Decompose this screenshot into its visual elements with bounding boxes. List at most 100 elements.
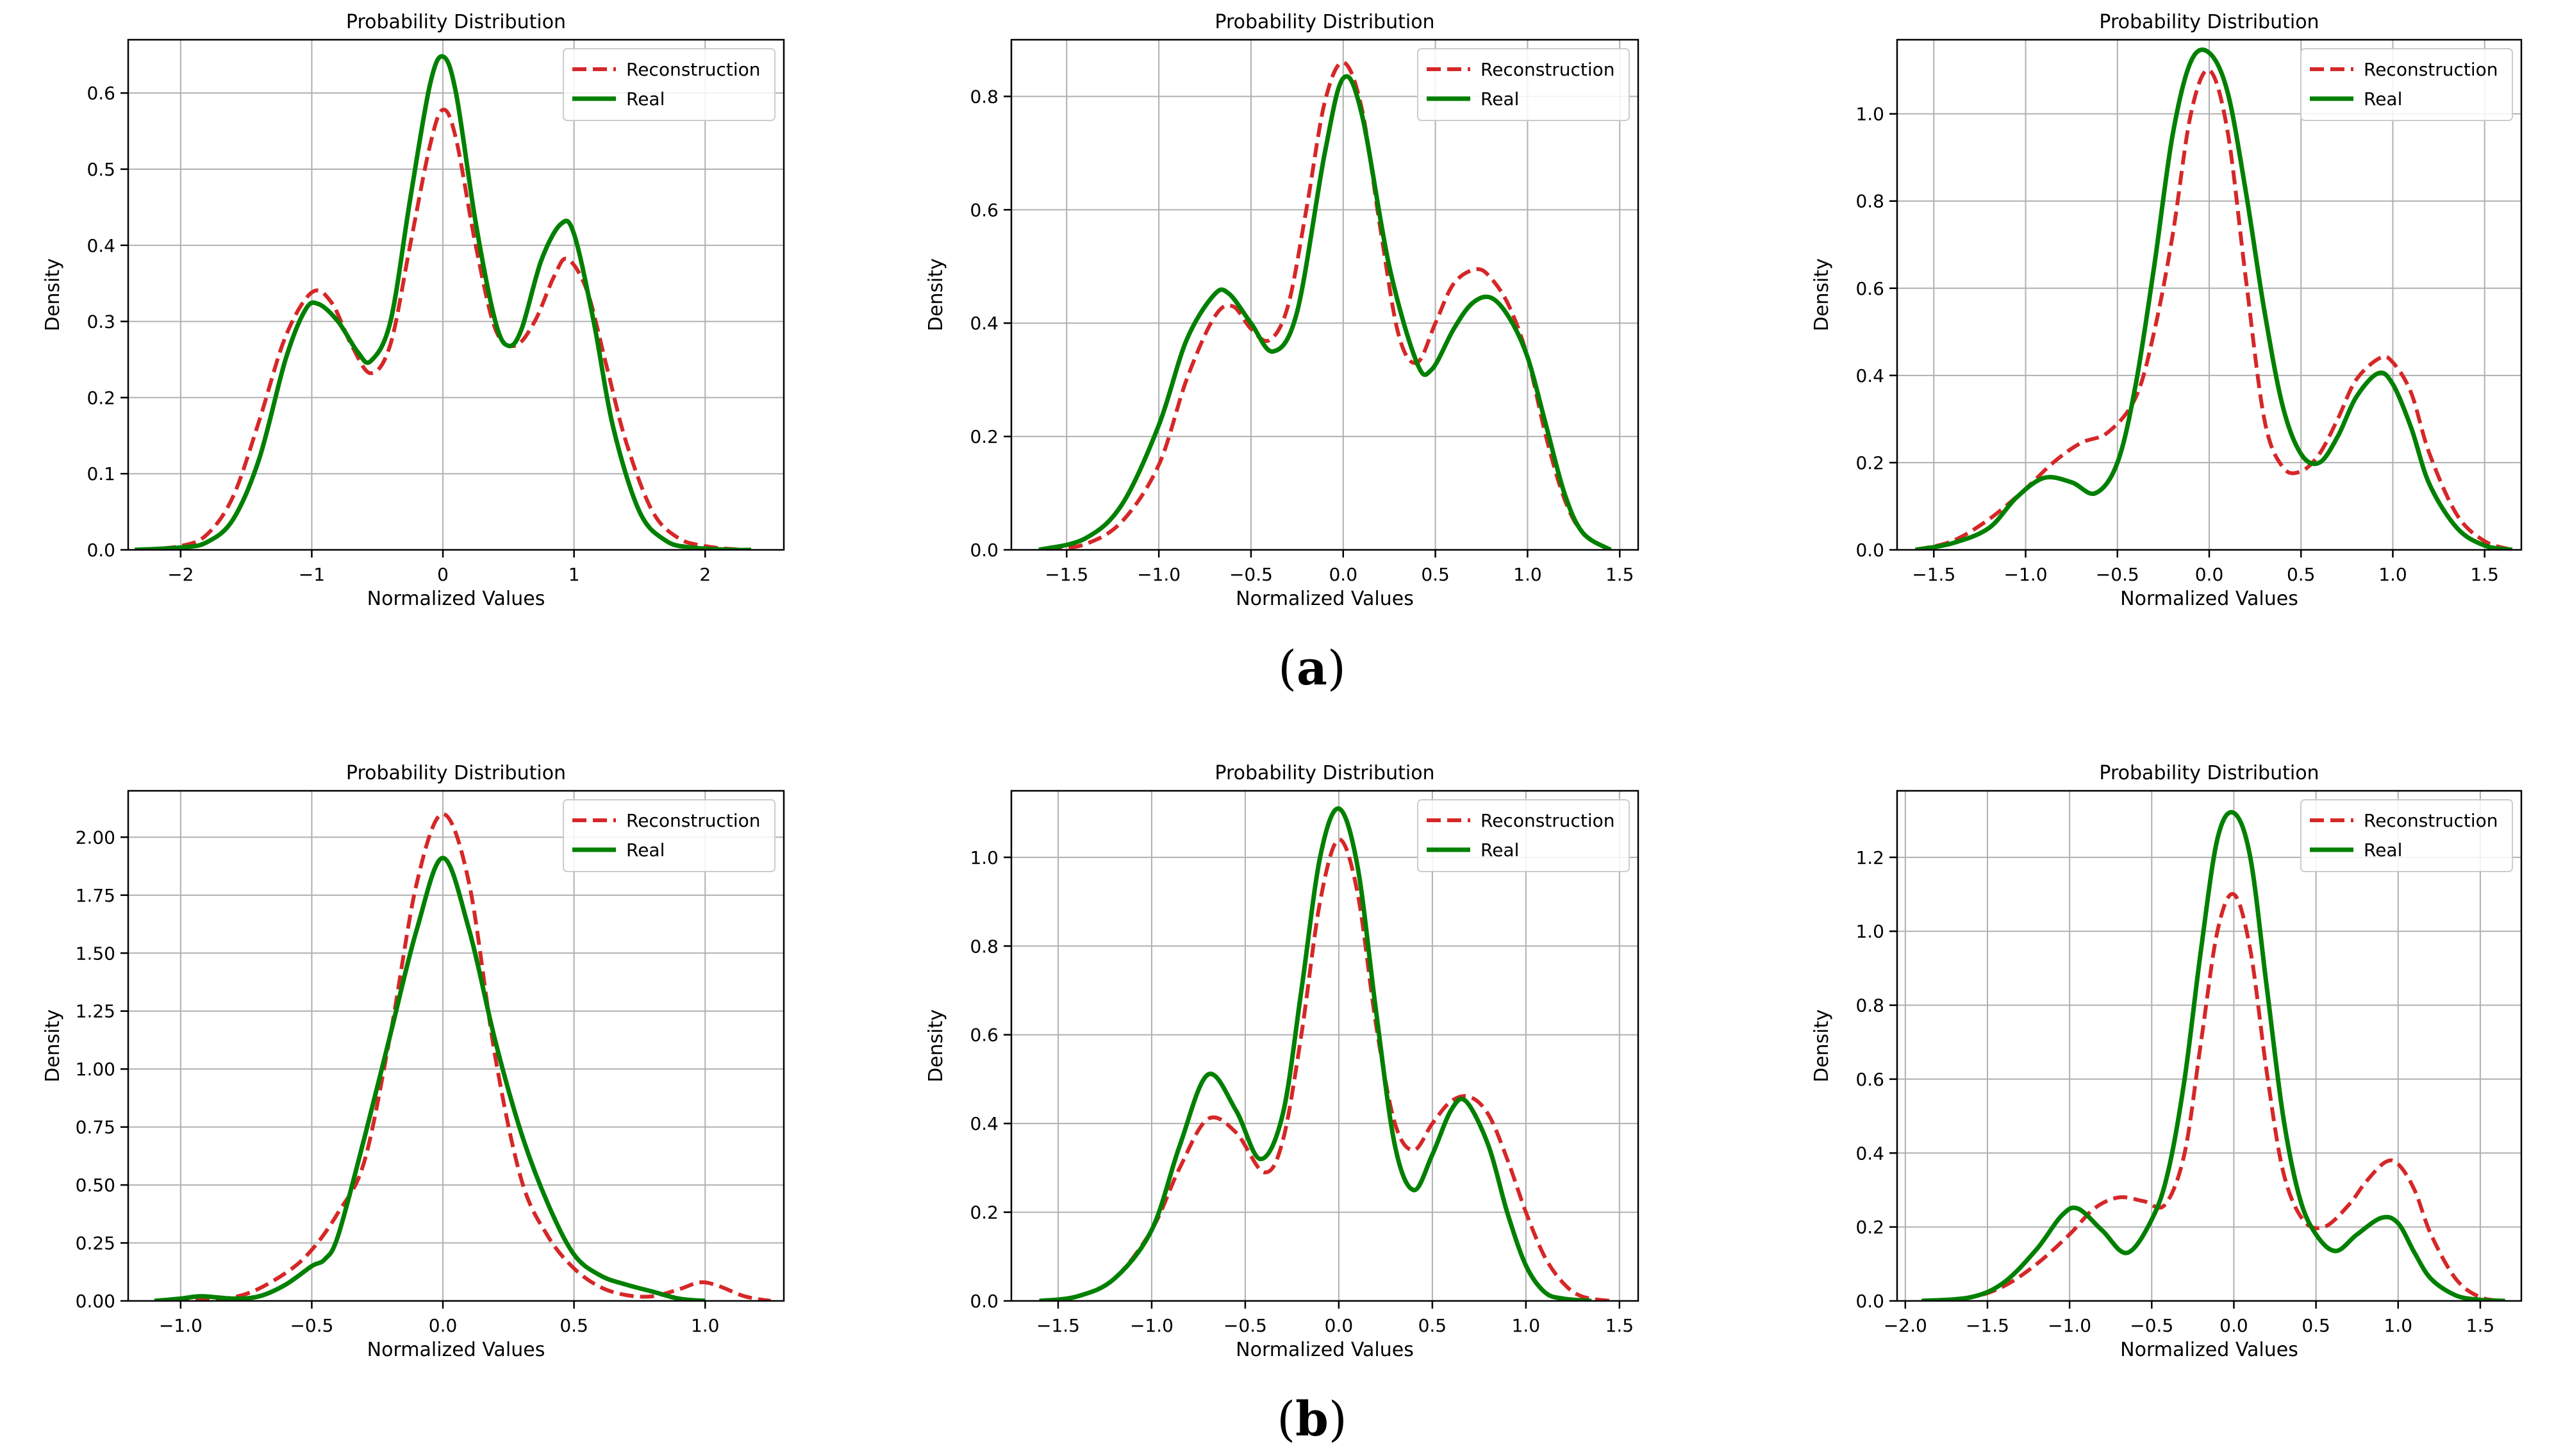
x-tick-label: 0.5: [1418, 1315, 1447, 1336]
series-line-real: [1921, 810, 2505, 1301]
y-tick-label: 0.6: [1855, 1069, 1884, 1090]
x-tick-label: −1.5: [1912, 564, 1955, 585]
y-tick-label: 0.25: [76, 1233, 115, 1254]
series-group: [154, 812, 772, 1301]
chart-title: Probability Distribution: [346, 11, 566, 33]
x-tick-label: −0.5: [2130, 1315, 2173, 1336]
x-tick-label: −1.0: [1137, 564, 1181, 585]
legend-box: [563, 799, 776, 872]
series-line-real: [154, 856, 706, 1301]
axes-frame: [1010, 38, 1639, 551]
y-tick-label: 0.4: [1855, 1143, 1884, 1164]
x-tick-label: 0.0: [429, 1315, 458, 1336]
series-line-reconstruction: [1914, 68, 2513, 550]
x-axis-label: Normalized Values: [1236, 1339, 1414, 1361]
x-tick-label: −1: [299, 564, 325, 585]
y-tick-label: 1.2: [1855, 847, 1884, 868]
x-tick-label: −0.5: [1229, 564, 1273, 585]
legend-label-real: Real: [626, 88, 665, 110]
y-axis-label: Density: [42, 258, 64, 331]
chart-panels: −2 −1 0 1 2 0.0 0.1 0.2 0.3 0.4 0.5 0.6 Probability …: [42, 11, 2523, 1361]
x-tick-label: 1.0: [1513, 564, 1542, 585]
x-tick-label: 1.0: [2378, 564, 2407, 585]
x-tick-label: 1.5: [2470, 564, 2499, 585]
legend: Reconstruction Real: [563, 48, 776, 121]
x-tick-label: 1.5: [1605, 1315, 1634, 1336]
chart-title: Probability Distribution: [2099, 762, 2319, 784]
y-tick-label: 0.8: [1855, 191, 1884, 212]
x-tick-label: 0.5: [560, 1315, 588, 1336]
y-tick-label: 1.00: [76, 1059, 115, 1080]
x-tick-label: 0.5: [2287, 564, 2316, 585]
y-tick-label: 0.6: [87, 83, 115, 104]
legend-label-real: Real: [1481, 88, 1519, 110]
axes-frame: [1010, 790, 1639, 1302]
y-tick-label: 0.4: [87, 235, 115, 256]
y-tick-label: 0.0: [1855, 1291, 1884, 1312]
legend-box: [2300, 48, 2513, 121]
y-tick-label: 0.3: [87, 311, 115, 333]
x-tick-label: −0.5: [1223, 1315, 1267, 1336]
series-line-real: [135, 54, 751, 550]
y-tick-label: 0.50: [76, 1175, 115, 1196]
legend-label-real: Real: [1481, 840, 1519, 861]
x-tick-label: −0.5: [290, 1315, 333, 1336]
series-group: [1038, 60, 1612, 550]
series-line-real: [1914, 47, 2513, 550]
chart-title: Probability Distribution: [1215, 11, 1434, 33]
legend-box: [2300, 799, 2513, 872]
series-line-reconstruction: [141, 108, 751, 550]
y-tick-label: 2.00: [76, 827, 115, 848]
x-axis-label: Normalized Values: [367, 1339, 545, 1361]
x-tick-label: −1.0: [2004, 564, 2048, 585]
series-line-real: [1039, 806, 1592, 1301]
y-tick-label: 0.00: [76, 1291, 115, 1312]
legend: Reconstruction Real: [2300, 799, 2513, 872]
legend: Reconstruction Real: [1417, 799, 1630, 872]
y-axis-label: Density: [925, 258, 947, 331]
series-group: [1039, 806, 1611, 1301]
legend: Reconstruction Real: [1417, 48, 1630, 121]
legend-label-reconstruction: Reconstruction: [2364, 59, 2498, 80]
y-tick-label: 0.4: [970, 1113, 999, 1134]
y-tick-label: 1.0: [970, 847, 999, 868]
chart-title: Probability Distribution: [346, 762, 566, 784]
y-tick-label: 0.0: [970, 540, 999, 561]
chart-3: −1.5 −1.0 −0.5 0.0 0.5 1.0 1.5 0.0 0.2 0.4 0.6 0.8 1…: [1811, 11, 2523, 610]
x-tick-label: −2: [167, 564, 194, 585]
x-tick-label: 1.5: [2466, 1315, 2495, 1336]
y-tick-label: 0.8: [970, 86, 999, 107]
panel-label-b: (b): [1277, 1392, 1347, 1447]
y-tick-label: 0.0: [970, 1291, 999, 1312]
series-line-reconstruction: [154, 812, 772, 1301]
x-tick-label: 0.5: [2302, 1315, 2330, 1336]
chart-title: Probability Distribution: [1215, 762, 1434, 784]
y-axis-label: Density: [925, 1009, 947, 1082]
legend-label-real: Real: [626, 840, 665, 861]
x-tick-label: −2.0: [1884, 1315, 1927, 1336]
y-tick-label: 0.2: [970, 1202, 999, 1223]
y-tick-label: 1.75: [76, 885, 115, 906]
x-axis-label: Normalized Values: [2120, 588, 2298, 610]
legend-box: [1417, 799, 1630, 872]
chart-5: −1.5 −1.0 −0.5 0.0 0.5 1.0 1.5 0.0 0.2 0.4 0.6 0.8 1…: [925, 762, 1639, 1361]
series-group: [1914, 47, 2513, 550]
x-tick-label: −0.5: [2096, 564, 2139, 585]
x-tick-label: −1.5: [1045, 564, 1088, 585]
legend-label-reconstruction: Reconstruction: [626, 810, 761, 831]
legend-label-reconstruction: Reconstruction: [1481, 810, 1615, 831]
y-tick-label: 0.6: [970, 1025, 999, 1046]
panel-label-a: (a): [1278, 641, 1346, 696]
chart-6: −2.0 −1.5 −1.0 −0.5 0.0 0.5 1.0 1.5 0.0 0.2 0.4 0.6…: [1811, 762, 2523, 1361]
chart-title: Probability Distribution: [2099, 11, 2319, 33]
legend: Reconstruction Real: [563, 799, 776, 872]
y-tick-label: 0.6: [1855, 278, 1884, 299]
x-tick-label: −1.0: [2048, 1315, 2091, 1336]
axes-frame: [1896, 790, 2523, 1302]
x-tick-label: 2: [699, 564, 711, 585]
x-tick-label: 0: [437, 564, 449, 585]
x-tick-label: −1.0: [1130, 1315, 1174, 1336]
y-axis-label: Density: [1811, 1009, 1833, 1082]
legend-box: [1417, 48, 1630, 121]
